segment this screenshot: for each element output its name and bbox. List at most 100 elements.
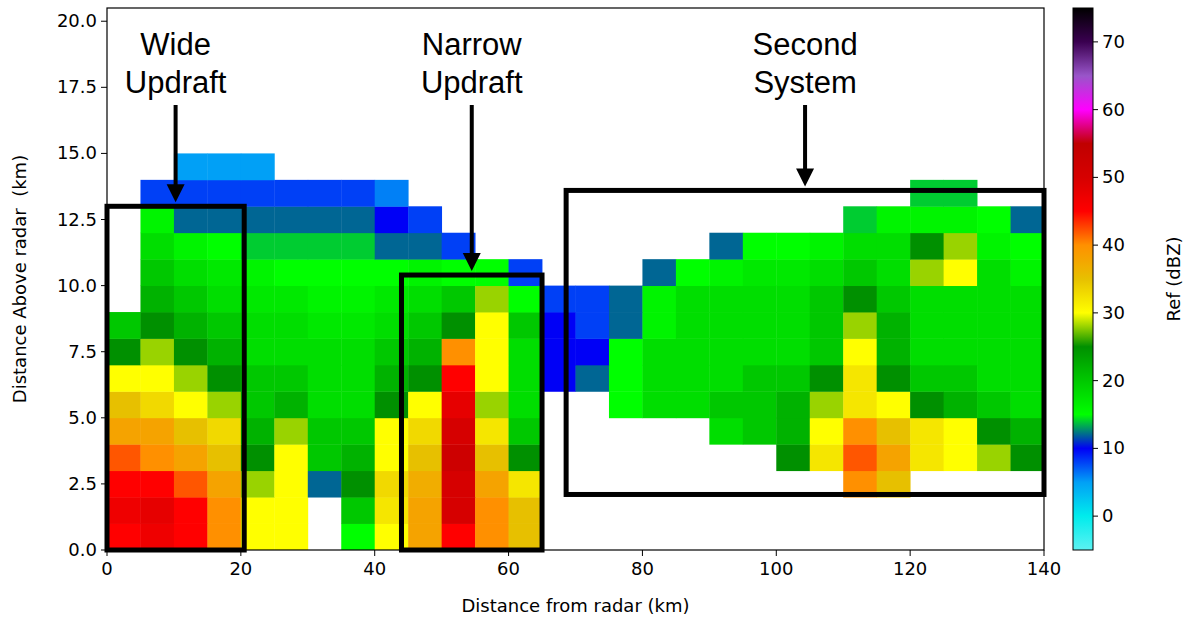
- cell: [642, 391, 676, 418]
- cell: [509, 338, 543, 365]
- cell: [776, 391, 810, 418]
- cell: [743, 418, 777, 445]
- cell: [810, 365, 844, 392]
- cell: [709, 365, 743, 392]
- cell: [1011, 418, 1044, 445]
- cell: [977, 418, 1011, 445]
- cell: [341, 180, 375, 207]
- cell: [509, 312, 543, 339]
- y-tick: [101, 21, 107, 22]
- cell: [877, 259, 911, 286]
- cell: [509, 471, 543, 498]
- cell: [408, 524, 442, 550]
- cell: [140, 206, 174, 233]
- x-tick: [910, 550, 911, 556]
- cell: [475, 524, 509, 550]
- cell: [509, 418, 543, 445]
- cell: [1011, 365, 1044, 392]
- cell: [140, 180, 174, 207]
- cell: [810, 259, 844, 286]
- cell: [140, 524, 174, 550]
- cell: [408, 233, 442, 260]
- cell: [542, 286, 576, 313]
- cell: [274, 286, 308, 313]
- annotation-arrow: [174, 105, 178, 186]
- cell: [107, 338, 141, 365]
- cell: [1011, 259, 1044, 286]
- cell: [274, 391, 308, 418]
- cell: [174, 259, 208, 286]
- cell: [743, 233, 777, 260]
- cell: [241, 180, 275, 207]
- cell: [207, 338, 241, 365]
- x-tick-label: 40: [363, 558, 386, 579]
- colorbar-tick: [1093, 109, 1098, 110]
- cell: [709, 233, 743, 260]
- cell: [442, 286, 476, 313]
- x-tick: [1044, 550, 1045, 556]
- cell: [408, 444, 442, 471]
- cell: [977, 444, 1011, 471]
- cell: [207, 497, 241, 524]
- cell: [140, 418, 174, 445]
- cell: [977, 338, 1011, 365]
- annotation-arrow: [803, 105, 807, 170]
- cell: [576, 286, 610, 313]
- y-axis-title: Distance Above radar (km): [9, 155, 30, 403]
- cell: [944, 391, 978, 418]
- cell: [910, 365, 944, 392]
- cell: [576, 312, 610, 339]
- cell: [810, 312, 844, 339]
- cell: [107, 471, 141, 498]
- colorbar-tick: [1093, 312, 1098, 313]
- cell: [274, 180, 308, 207]
- cell: [676, 312, 710, 339]
- annotation-arrowhead: [463, 253, 481, 271]
- cell: [944, 233, 978, 260]
- cell: [274, 312, 308, 339]
- cell: [107, 524, 141, 550]
- cell: [174, 233, 208, 260]
- cell: [107, 312, 141, 339]
- cell: [743, 338, 777, 365]
- cell: [977, 259, 1011, 286]
- cell: [140, 471, 174, 498]
- colorbar-tick: [1093, 380, 1098, 381]
- annotation-arrowhead: [167, 184, 185, 202]
- cell: [341, 391, 375, 418]
- annotation-line: Updraft: [125, 65, 227, 100]
- cell: [776, 444, 810, 471]
- cell: [442, 471, 476, 498]
- cell: [341, 471, 375, 498]
- x-tick-label: 100: [759, 558, 793, 579]
- cell: [375, 233, 409, 260]
- x-tick: [642, 550, 643, 556]
- cell: [877, 444, 911, 471]
- cell: [877, 365, 911, 392]
- annotation-line: Updraft: [421, 65, 523, 100]
- cell: [509, 444, 543, 471]
- cell: [1011, 444, 1044, 471]
- cell: [341, 365, 375, 392]
- cell: [843, 259, 877, 286]
- cell: [274, 365, 308, 392]
- cell: [642, 286, 676, 313]
- cell: [743, 391, 777, 418]
- cell: [576, 365, 610, 392]
- cell: [709, 338, 743, 365]
- cell: [977, 286, 1011, 313]
- cell: [944, 418, 978, 445]
- cell: [810, 444, 844, 471]
- colorbar-tick-label: 50: [1102, 166, 1125, 187]
- colorbar-tick-label: 20: [1102, 370, 1125, 391]
- cell: [709, 391, 743, 418]
- cell: [341, 312, 375, 339]
- cell: [944, 206, 978, 233]
- cell: [207, 391, 241, 418]
- colorbar-tick: [1093, 448, 1098, 449]
- cell: [408, 286, 442, 313]
- cell: [910, 259, 944, 286]
- cell: [207, 259, 241, 286]
- cell: [308, 233, 342, 260]
- cell: [810, 338, 844, 365]
